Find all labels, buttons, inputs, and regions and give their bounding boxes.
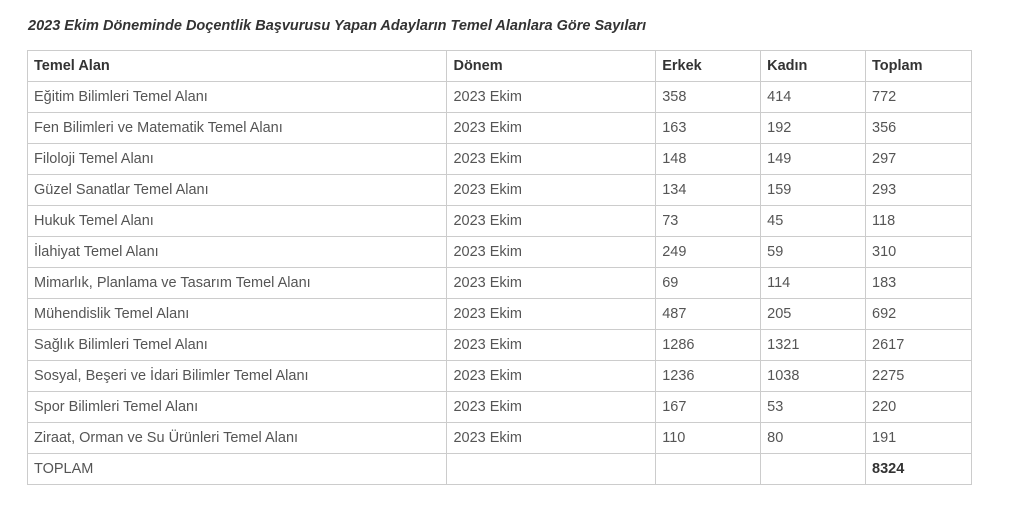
- applications-table: Temel Alan Dönem Erkek Kadın Toplam Eğitim B…: [26, 50, 972, 485]
- header-kadin: Kadın: [760, 50, 867, 82]
- cell-toplam: 183: [865, 267, 972, 299]
- cell-donem: 2023 Ekim: [446, 81, 657, 113]
- header-donem: Dönem: [446, 50, 657, 82]
- cell-temel-alan: Sosyal, Beşeri ve İdari Bilimler Temel A…: [26, 360, 448, 392]
- cell-erkek: 134: [655, 174, 762, 206]
- cell-donem: 2023 Ekim: [446, 360, 657, 392]
- table-row: Sağlık Bilimleri Temel Alanı 2023 Ekim 128…: [26, 329, 972, 361]
- table-row: Sosyal, Beşeri ve İdari Bilimler Temel A…: [26, 360, 972, 392]
- cell-erkek: 1286: [655, 329, 762, 361]
- cell-temel-alan: Güzel Sanatlar Temel Alanı: [26, 174, 448, 206]
- table-row: İlahiyat Temel Alanı 2023 Ekim 249 59 310: [26, 236, 972, 268]
- cell-donem: 2023 Ekim: [446, 236, 657, 268]
- cell-temel-alan: Ziraat, Orman ve Su Ürünleri Temel Alanı: [26, 422, 448, 454]
- cell-toplam: 772: [865, 81, 972, 113]
- cell-toplam: 220: [865, 391, 972, 423]
- cell-donem: 2023 Ekim: [446, 422, 657, 454]
- cell-temel-alan: Filoloji Temel Alanı: [26, 143, 448, 175]
- cell-erkek: 249: [655, 236, 762, 268]
- total-cell-kadin: [760, 453, 867, 485]
- header-toplam: Toplam: [865, 50, 972, 82]
- cell-donem: 2023 Ekim: [446, 112, 657, 144]
- table-row: Güzel Sanatlar Temel Alanı 2023 Ekim 134 15…: [26, 174, 972, 206]
- cell-temel-alan: Hukuk Temel Alanı: [26, 205, 448, 237]
- cell-donem: 2023 Ekim: [446, 298, 657, 330]
- total-cell-temel-alan: TOPLAM: [26, 453, 448, 485]
- table-row: Spor Bilimleri Temel Alanı 2023 Ekim 167 53…: [26, 391, 972, 423]
- cell-erkek: 167: [655, 391, 762, 423]
- cell-kadin: 45: [760, 205, 867, 237]
- cell-toplam: 2617: [865, 329, 972, 361]
- cell-toplam: 297: [865, 143, 972, 175]
- table-row: Ziraat, Orman ve Su Ürünleri Temel Alanı…: [26, 422, 972, 454]
- cell-temel-alan: Fen Bilimleri ve Matematik Temel Alanı: [26, 112, 448, 144]
- cell-toplam: 118: [865, 205, 972, 237]
- table-row: Fen Bilimleri ve Matematik Temel Alanı 20…: [26, 112, 972, 144]
- total-cell-erkek: [655, 453, 762, 485]
- cell-kadin: 192: [760, 112, 867, 144]
- cell-kadin: 205: [760, 298, 867, 330]
- cell-kadin: 1038: [760, 360, 867, 392]
- cell-temel-alan: İlahiyat Temel Alanı: [26, 236, 448, 268]
- cell-kadin: 1321: [760, 329, 867, 361]
- cell-donem: 2023 Ekim: [446, 391, 657, 423]
- cell-erkek: 1236: [655, 360, 762, 392]
- header-erkek: Erkek: [655, 50, 762, 82]
- cell-erkek: 358: [655, 81, 762, 113]
- cell-erkek: 148: [655, 143, 762, 175]
- cell-temel-alan: Spor Bilimleri Temel Alanı: [26, 391, 448, 423]
- cell-temel-alan: Eğitim Bilimleri Temel Alanı: [26, 81, 448, 113]
- cell-donem: 2023 Ekim: [446, 329, 657, 361]
- cell-toplam: 2275: [865, 360, 972, 392]
- cell-toplam: 356: [865, 112, 972, 144]
- cell-toplam: 293: [865, 174, 972, 206]
- header-temel-alan: Temel Alan: [26, 50, 448, 82]
- cell-kadin: 414: [760, 81, 867, 113]
- table-row: Mühendislik Temel Alanı 2023 Ekim 487 205 69…: [26, 298, 972, 330]
- table-row: Eğitim Bilimleri Temel Alanı 2023 Ekim 358…: [26, 81, 972, 113]
- cell-kadin: 149: [760, 143, 867, 175]
- cell-erkek: 73: [655, 205, 762, 237]
- cell-toplam: 692: [865, 298, 972, 330]
- table-title: 2023 Ekim Döneminde Doçentlik Başvurusu …: [28, 18, 647, 34]
- cell-erkek: 110: [655, 422, 762, 454]
- cell-temel-alan: Mühendislik Temel Alanı: [26, 298, 448, 330]
- cell-temel-alan: Mimarlık, Planlama ve Tasarım Temel Alan…: [26, 267, 448, 299]
- cell-donem: 2023 Ekim: [446, 143, 657, 175]
- cell-erkek: 69: [655, 267, 762, 299]
- total-cell-toplam: 8324: [865, 453, 972, 485]
- cell-donem: 2023 Ekim: [446, 267, 657, 299]
- cell-erkek: 487: [655, 298, 762, 330]
- cell-toplam: 310: [865, 236, 972, 268]
- cell-donem: 2023 Ekim: [446, 174, 657, 206]
- total-row: TOPLAM 8324: [26, 453, 972, 485]
- table-row: Mimarlık, Planlama ve Tasarım Temel Alan…: [26, 267, 972, 299]
- table-header-row: Temel Alan Dönem Erkek Kadın Toplam: [26, 50, 972, 82]
- total-cell-donem: [446, 453, 657, 485]
- cell-kadin: 53: [760, 391, 867, 423]
- table-row: Filoloji Temel Alanı 2023 Ekim 148 149 297: [26, 143, 972, 175]
- cell-temel-alan: Sağlık Bilimleri Temel Alanı: [26, 329, 448, 361]
- cell-toplam: 191: [865, 422, 972, 454]
- cell-kadin: 59: [760, 236, 867, 268]
- cell-kadin: 80: [760, 422, 867, 454]
- cell-kadin: 114: [760, 267, 867, 299]
- cell-erkek: 163: [655, 112, 762, 144]
- cell-donem: 2023 Ekim: [446, 205, 657, 237]
- table-row: Hukuk Temel Alanı 2023 Ekim 73 45 118: [26, 205, 972, 237]
- cell-kadin: 159: [760, 174, 867, 206]
